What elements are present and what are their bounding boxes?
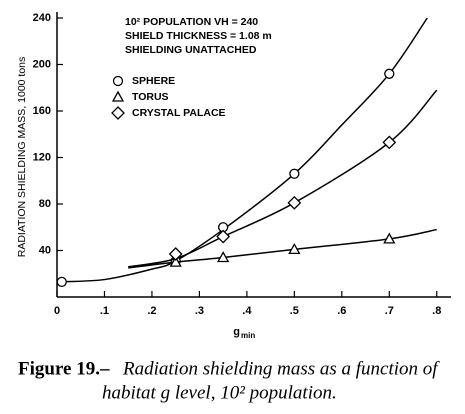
marker (382, 135, 397, 150)
legend-label: SPHERE (132, 75, 175, 87)
marker (168, 247, 183, 261)
x-tick-label: .1 (100, 305, 109, 317)
x-axis-label: g (233, 326, 240, 338)
annotation: SHIELDING UNATTACHED (125, 44, 257, 56)
marker (56, 276, 67, 288)
x-tick-label: .7 (385, 305, 394, 317)
marker (287, 195, 302, 210)
legend-marker (112, 75, 124, 87)
y-tick-label: 160 (33, 105, 51, 117)
x-tick-label: .4 (242, 305, 252, 317)
y-tick-label: 200 (33, 58, 51, 70)
legend-label: CRYSTAL PALACE (132, 107, 226, 119)
x-tick-label: .3 (195, 305, 204, 317)
marker (217, 251, 230, 263)
y-axis-label: RADIATION SHIELDING MASS, 1000 tons (16, 57, 28, 258)
marker (384, 68, 395, 79)
y-tick-label: 80 (39, 198, 51, 210)
marker (288, 242, 301, 254)
y-tick-label: 40 (39, 244, 51, 256)
curve (56, 17, 428, 283)
legend-label: TORUS (132, 91, 169, 103)
x-tick-label: .8 (432, 305, 441, 317)
annotation: SHIELD THICKNESS = 1.08 m (125, 30, 272, 42)
x-tick-label: .2 (147, 305, 156, 317)
x-tick-label: .6 (337, 305, 346, 317)
annotation: 10² POPULATION VH = 240 (125, 16, 258, 28)
x-tick-label: .5 (290, 305, 299, 317)
marker (383, 232, 396, 244)
x-tick-label: 0 (54, 305, 60, 317)
legend-marker (111, 90, 125, 102)
marker (289, 168, 300, 179)
caption-label: Figure 19.– (18, 358, 110, 379)
y-tick-label: 120 (33, 151, 51, 163)
marker (169, 255, 182, 267)
x-axis-label-sub: min (241, 331, 255, 340)
caption-line: Radiation shielding mass as a function o… (122, 358, 440, 379)
legend-marker (111, 106, 125, 120)
y-tick-label: 240 (33, 12, 51, 24)
marker (216, 229, 231, 244)
caption-line: habitat g level, 10² population. (102, 382, 337, 403)
